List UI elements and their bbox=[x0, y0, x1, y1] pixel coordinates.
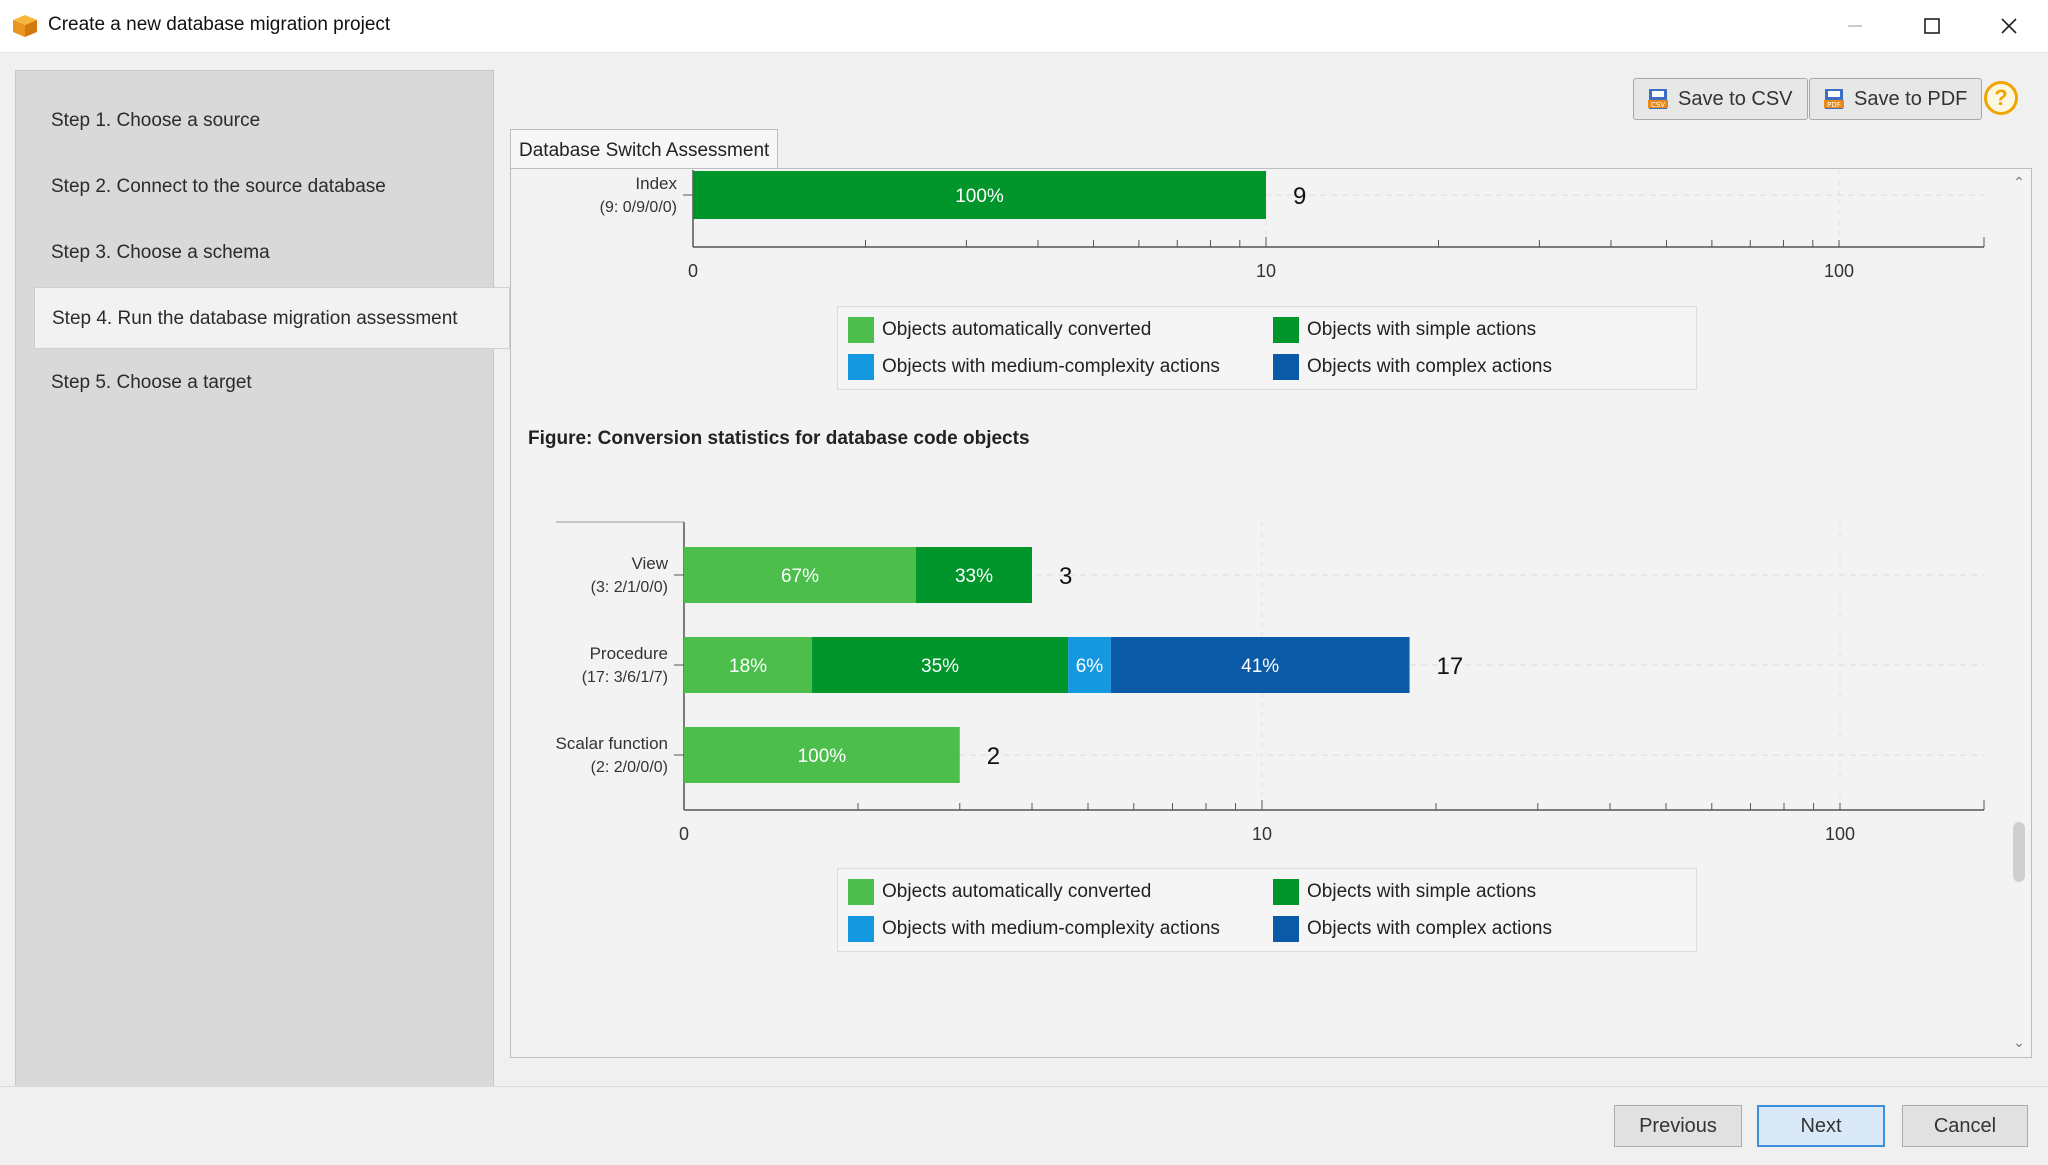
category-sublabel: (2: 2/0/0/0) bbox=[591, 759, 668, 776]
save-to-csv-button[interactable]: CSV Save to CSV bbox=[1633, 78, 1808, 120]
category-label: Index bbox=[635, 174, 677, 193]
x-tick-label: 100 bbox=[1825, 824, 1855, 844]
total-label: 2 bbox=[987, 743, 1000, 770]
app-box-icon bbox=[13, 15, 37, 37]
csv-file-icon: CSV bbox=[1648, 89, 1668, 109]
data-label: 35% bbox=[921, 656, 959, 677]
data-label: 33% bbox=[955, 566, 993, 587]
x-tick-label: 100 bbox=[1824, 261, 1854, 281]
previous-button[interactable]: Previous bbox=[1614, 1105, 1742, 1147]
next-button[interactable]: Next bbox=[1757, 1105, 1885, 1147]
bar-segment bbox=[1068, 637, 1111, 693]
scroll-down-icon[interactable]: ⌄ bbox=[2013, 1034, 2025, 1050]
x-tick-label: 10 bbox=[1252, 824, 1272, 844]
data-label: 18% bbox=[729, 656, 767, 677]
bar-segment bbox=[684, 547, 916, 603]
bar-segment bbox=[1110, 637, 1410, 693]
data-label: 100% bbox=[955, 186, 1004, 207]
sidebar-item-step-4[interactable]: Step 4. Run the database migration asses… bbox=[34, 287, 510, 349]
title-bar: Create a new database migration project bbox=[0, 0, 2048, 53]
legend-swatch-auto bbox=[848, 879, 874, 905]
category-label: Scalar function bbox=[556, 734, 668, 753]
legend-swatch-complex bbox=[1273, 916, 1299, 942]
chart-legend-1: Objects automatically converted Objects … bbox=[837, 306, 1697, 390]
maximize-button[interactable] bbox=[1897, 0, 1967, 52]
legend-item-simple: Objects with simple actions bbox=[1273, 317, 1536, 343]
svg-text:PDF: PDF bbox=[1827, 101, 1841, 109]
category-label: Procedure bbox=[590, 644, 668, 663]
legend-swatch-simple bbox=[1273, 317, 1299, 343]
close-button[interactable] bbox=[1974, 0, 2044, 52]
bar-segment bbox=[812, 637, 1069, 693]
legend-swatch-auto bbox=[848, 317, 874, 343]
save-to-pdf-button[interactable]: PDF Save to PDF bbox=[1809, 78, 1983, 120]
scrollbar-thumb[interactable] bbox=[2013, 822, 2025, 882]
figure-title: Figure: Conversion statistics for databa… bbox=[528, 428, 1030, 449]
data-label: 67% bbox=[781, 566, 819, 587]
maximize-icon bbox=[1924, 18, 1940, 34]
bar-segment bbox=[684, 637, 813, 693]
pdf-file-icon: PDF bbox=[1824, 89, 1844, 109]
category-label: View bbox=[631, 554, 668, 573]
minimize-icon bbox=[1848, 25, 1862, 27]
scroll-up-icon[interactable]: ⌃ bbox=[2013, 174, 2025, 190]
legend-item-medium: Objects with medium-complexity actions bbox=[848, 354, 1220, 380]
vertical-scrollbar[interactable] bbox=[2010, 170, 2028, 1054]
sidebar-item-step-2[interactable]: Step 2. Connect to the source database bbox=[51, 176, 386, 197]
legend-swatch-complex bbox=[1273, 354, 1299, 380]
legend-item-complex: Objects with complex actions bbox=[1273, 354, 1552, 380]
x-tick-label: 0 bbox=[679, 824, 689, 844]
bar-segment bbox=[693, 171, 1266, 219]
legend-item-complex: Objects with complex actions bbox=[1273, 916, 1552, 942]
close-icon bbox=[2001, 18, 2017, 34]
index-conversion-chart: 0 10 100 Index (9: 0/9/0/0) 100% 9 bbox=[600, 170, 1985, 281]
code-objects-conversion-chart: 0 10 100 View (3: 2/1/0/0) 67% 33% 3 Procedure (1… bbox=[556, 521, 1985, 844]
legend-swatch-medium bbox=[848, 916, 874, 942]
category-sublabel: (3: 2/1/0/0) bbox=[591, 579, 668, 596]
total-label: 17 bbox=[1437, 653, 1464, 680]
bar-segment bbox=[915, 547, 1032, 603]
category-sublabel: (9: 0/9/0/0) bbox=[600, 199, 677, 216]
x-tick-label: 10 bbox=[1256, 261, 1276, 281]
bar-segment bbox=[684, 727, 960, 783]
svg-text:CSV: CSV bbox=[1651, 101, 1665, 109]
data-label: 41% bbox=[1241, 656, 1279, 677]
window-title: Create a new database migration project bbox=[48, 14, 391, 35]
category-sublabel: (17: 3/6/1/7) bbox=[582, 669, 668, 686]
cancel-button[interactable]: Cancel bbox=[1902, 1105, 2028, 1147]
total-label: 3 bbox=[1059, 563, 1072, 590]
x-tick-label: 0 bbox=[688, 261, 698, 281]
legend-item-auto: Objects automatically converted bbox=[848, 317, 1151, 343]
total-label: 9 bbox=[1293, 183, 1306, 210]
legend-swatch-simple bbox=[1273, 879, 1299, 905]
data-label: 100% bbox=[798, 746, 847, 767]
sidebar-item-step-5[interactable]: Step 5. Choose a target bbox=[51, 372, 252, 393]
legend-swatch-medium bbox=[848, 354, 874, 380]
sidebar-item-step-1[interactable]: Step 1. Choose a source bbox=[51, 110, 261, 131]
data-label: 6% bbox=[1076, 656, 1104, 677]
chart-legend-2: Objects automatically converted Objects … bbox=[837, 868, 1697, 952]
legend-item-simple: Objects with simple actions bbox=[1273, 879, 1536, 905]
legend-item-auto: Objects automatically converted bbox=[848, 879, 1151, 905]
tab-database-switch-assessment[interactable]: Database Switch Assessment bbox=[510, 129, 779, 169]
help-icon[interactable]: ? bbox=[1984, 81, 2018, 115]
minimize-button[interactable] bbox=[1820, 0, 1890, 52]
legend-item-medium: Objects with medium-complexity actions bbox=[848, 916, 1220, 942]
sidebar-item-step-3[interactable]: Step 3. Choose a schema bbox=[51, 242, 270, 263]
steps-sidebar: Step 1. Choose a source Step 2. Connect … bbox=[15, 70, 510, 1087]
